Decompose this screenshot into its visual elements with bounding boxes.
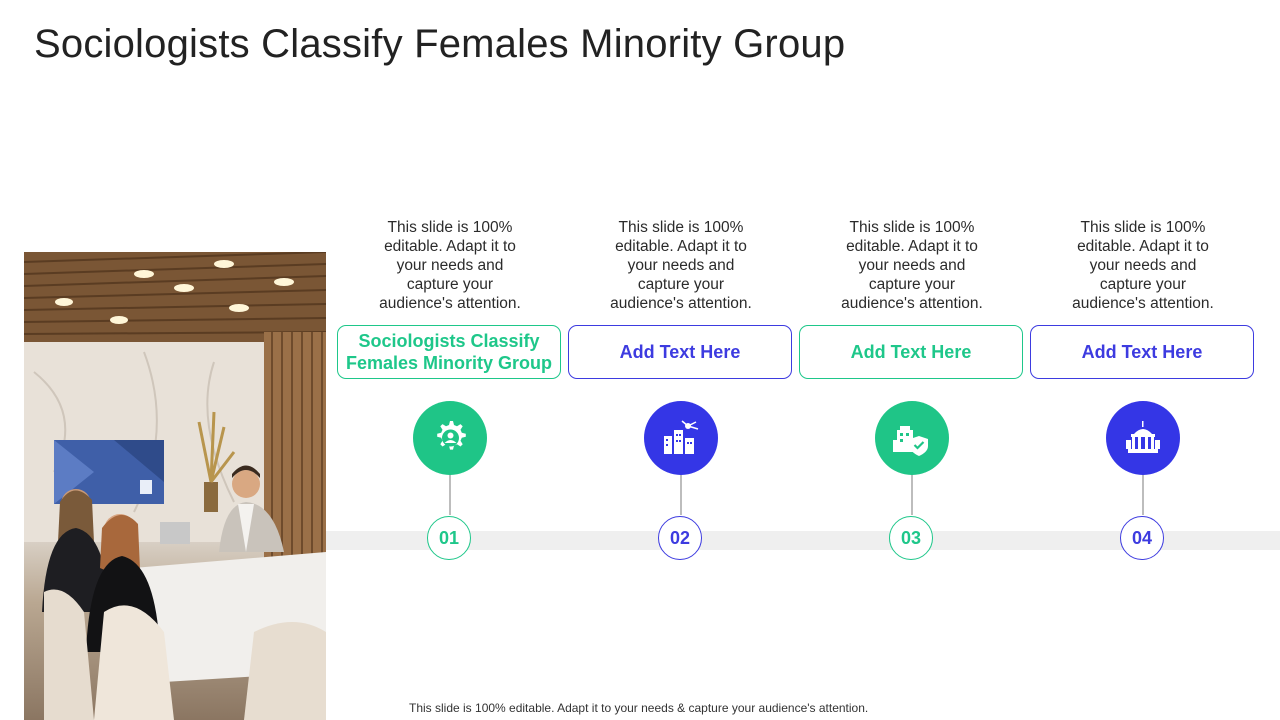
step-label-box: Add Text Here bbox=[799, 325, 1023, 379]
step-description: This slide is 100% editable. Adapt it to… bbox=[379, 219, 521, 312]
step-column-2: This slide is 100% editable. Adapt it to… bbox=[568, 218, 794, 560]
step-number: 04 bbox=[1120, 516, 1164, 560]
step-column-3: This slide is 100% editable. Adapt it to… bbox=[799, 218, 1025, 560]
step-number: 03 bbox=[889, 516, 933, 560]
city-network-icon bbox=[644, 401, 718, 475]
step-column-1: This slide is 100% editable. Adapt it to… bbox=[337, 218, 563, 560]
meeting-photo bbox=[24, 252, 326, 720]
connector-line bbox=[911, 475, 913, 515]
footer-note: This slide is 100% editable. Adapt it to… bbox=[409, 701, 869, 715]
timeline-band bbox=[326, 531, 1280, 550]
building-shield-icon bbox=[875, 401, 949, 475]
step-description: This slide is 100% editable. Adapt it to… bbox=[610, 219, 752, 312]
step-label: Add Text Here bbox=[850, 342, 972, 362]
step-number: 02 bbox=[658, 516, 702, 560]
connector-line bbox=[449, 475, 451, 515]
step-label: Add Text Here bbox=[1081, 342, 1203, 362]
step-label: Sociologists Classify Females Minority G… bbox=[345, 331, 553, 373]
step-label-box: Sociologists Classify Females Minority G… bbox=[337, 325, 561, 379]
step-label-box: Add Text Here bbox=[568, 325, 792, 379]
step-label: Add Text Here bbox=[619, 342, 741, 362]
connector-line bbox=[1142, 475, 1144, 515]
government-building-icon bbox=[1106, 401, 1180, 475]
step-description: This slide is 100% editable. Adapt it to… bbox=[1072, 219, 1214, 312]
step-number: 01 bbox=[427, 516, 471, 560]
page-title: Sociologists Classify Females Minority G… bbox=[34, 22, 846, 66]
connector-line bbox=[680, 475, 682, 515]
step-label-box: Add Text Here bbox=[1030, 325, 1254, 379]
step-description: This slide is 100% editable. Adapt it to… bbox=[841, 219, 983, 312]
gear-person-icon bbox=[413, 401, 487, 475]
step-column-4: This slide is 100% editable. Adapt it to… bbox=[1030, 218, 1256, 560]
